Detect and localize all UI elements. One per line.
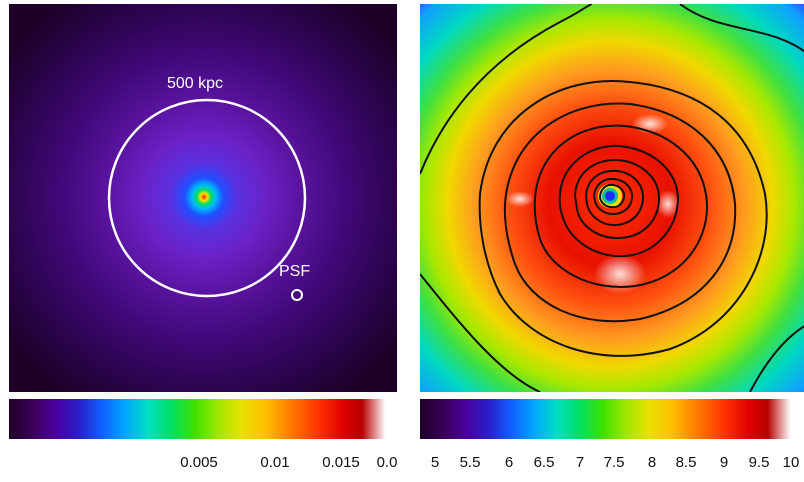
temperature-map	[420, 4, 804, 392]
colorbar-tick-label: 5	[430, 454, 440, 471]
left-colorbar-ticks: 0.005 0.01 0.015 0.0	[9, 454, 404, 478]
colorbar-tick-label: 0.005	[180, 454, 218, 471]
colorbar-tick-label: 9	[719, 454, 729, 471]
colorbar-tick-label: 7.5	[603, 454, 625, 471]
colorbar-tick-label: 8.5	[675, 454, 697, 471]
surface-brightness-map: 500 kpc PSF	[9, 4, 397, 392]
colorbar-tick-label: 6.5	[533, 454, 555, 471]
temperature-image	[420, 4, 804, 392]
colorbar-tick-label: 6	[504, 454, 514, 471]
colorbar-tick-label: 8	[647, 454, 657, 471]
psf-label: PSF	[279, 263, 311, 280]
contour-lines	[420, 4, 804, 392]
aperture-circle	[107, 98, 307, 298]
colorbar-tick-label: 0.0	[376, 454, 398, 471]
aperture-label: 500 kpc	[167, 75, 224, 92]
colorbar-tick-label: 0.015	[322, 454, 360, 471]
colorbar-tick-label: 9.5	[748, 454, 770, 471]
surface-brightness-colorbar	[9, 399, 397, 439]
surface-brightness-image	[9, 4, 397, 392]
colorbar-tick-label: 10	[782, 454, 800, 471]
colorbar-tick-label: 5.5	[459, 454, 481, 471]
colorbar-tick-label: 0.01	[260, 454, 290, 471]
colorbar-tick-label: 7	[575, 454, 585, 471]
right-colorbar-ticks: 5 5.5 6 6.5 7 7.5 8 8.5 9 9.5 10	[420, 454, 804, 478]
psf-marker	[291, 289, 303, 301]
temperature-colorbar	[420, 399, 802, 439]
